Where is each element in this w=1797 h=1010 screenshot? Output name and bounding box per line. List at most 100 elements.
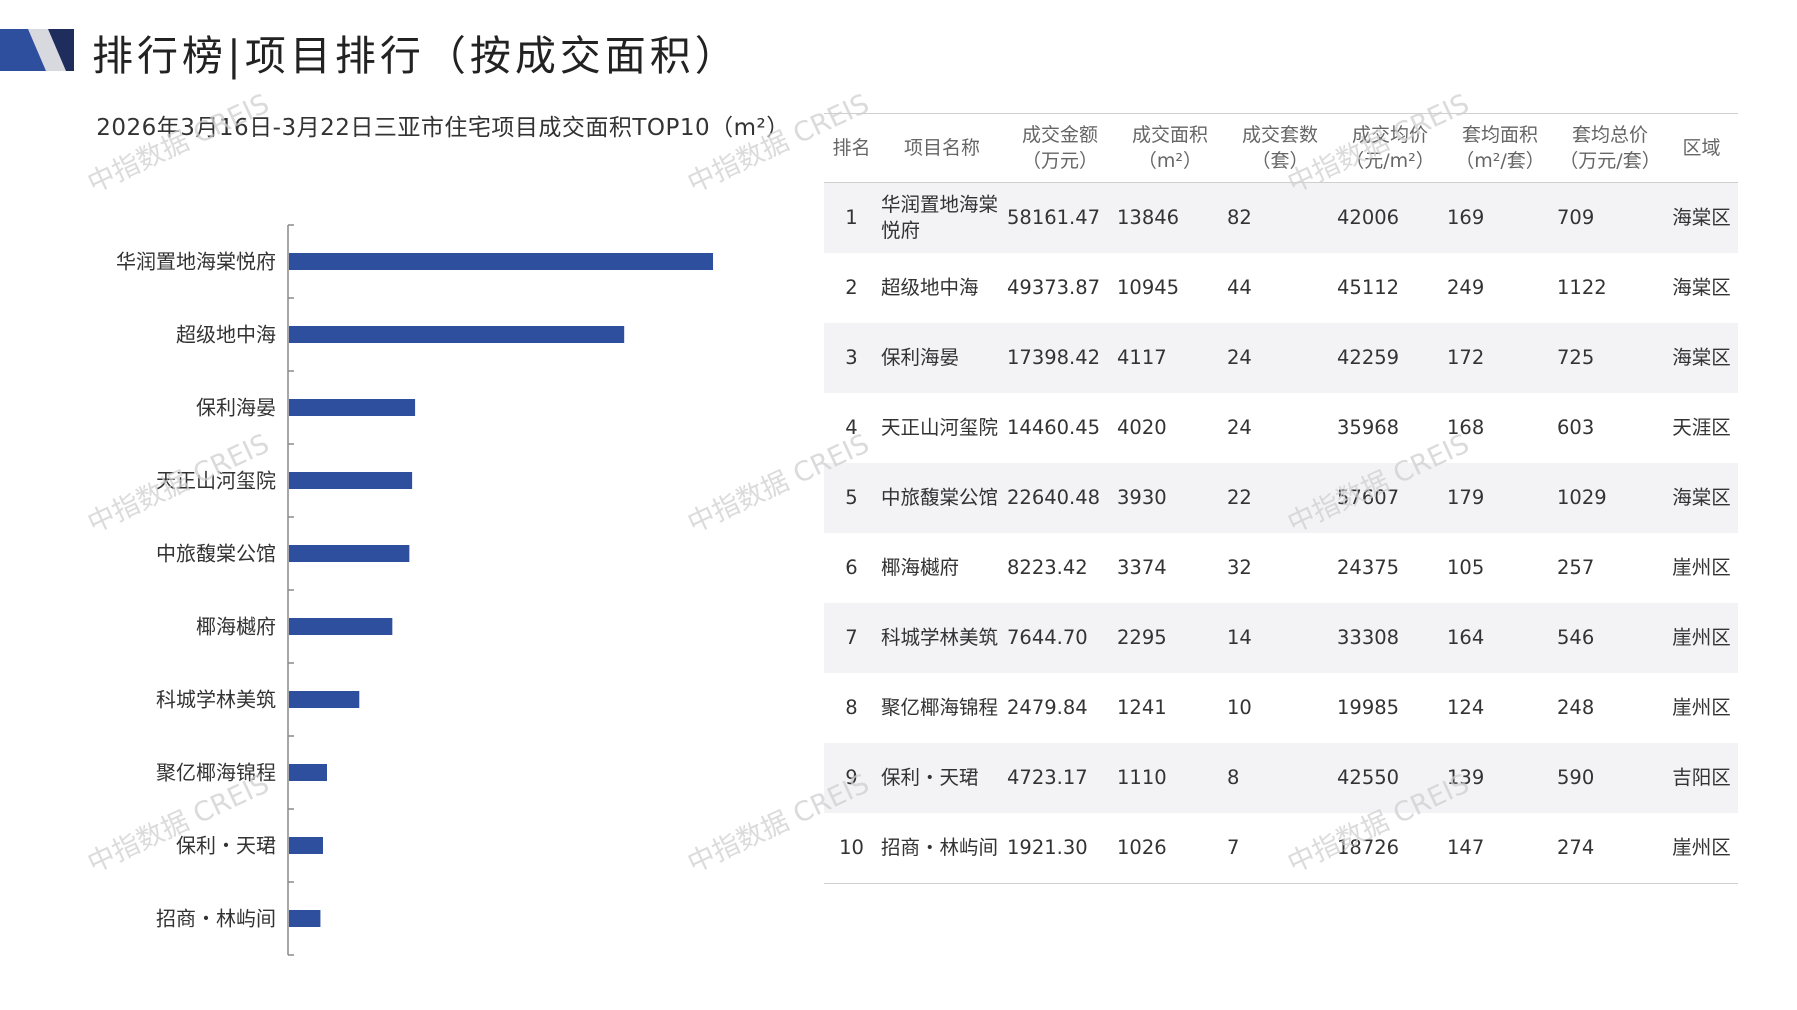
rank-cell: 5 bbox=[824, 463, 879, 533]
rank-cell: 8 bbox=[845, 696, 858, 719]
amount-cell: 49373.87 bbox=[1007, 276, 1101, 299]
area-cell: 1110 bbox=[1115, 743, 1225, 813]
area-cell: 13846 bbox=[1115, 182, 1225, 253]
amount-cell: 1921.30 bbox=[1005, 813, 1115, 884]
column-header-label: 成交金额 bbox=[1021, 124, 1098, 146]
avg-total-cell: 274 bbox=[1555, 813, 1665, 884]
column-header-label: 排名 bbox=[832, 137, 871, 159]
bar bbox=[289, 837, 323, 854]
units-cell: 22 bbox=[1225, 463, 1335, 533]
district-cell: 海棠区 bbox=[1665, 323, 1738, 393]
units-cell: 44 bbox=[1227, 276, 1252, 299]
column-header-label: 套均面积 bbox=[1461, 124, 1538, 146]
area-cell: 10945 bbox=[1117, 276, 1180, 299]
column-header: 区域 bbox=[1665, 113, 1738, 183]
units-cell: 10 bbox=[1227, 696, 1252, 719]
bar bbox=[289, 618, 393, 635]
avg-price-cell: 42006 bbox=[1335, 182, 1445, 253]
column-header-label: 套均总价 bbox=[1571, 124, 1648, 146]
project-name-cell: 保利・天珺 bbox=[879, 743, 1005, 813]
table-row: 9 保利・天珺 4723.17 1110 8 42550 139 590 吉阳区 bbox=[824, 743, 1738, 813]
column-header-unit: （套） bbox=[1251, 150, 1309, 172]
amount-cell: 17398.42 bbox=[1005, 323, 1115, 393]
avg-price-cell: 35968 bbox=[1337, 416, 1400, 439]
avg-total-cell: 1122 bbox=[1557, 276, 1607, 299]
column-header: 成交面积 （m²） bbox=[1115, 113, 1225, 183]
bar bbox=[289, 399, 416, 416]
units-cell: 24 bbox=[1225, 323, 1335, 393]
category-label: 中旅馥棠公馆 bbox=[156, 542, 276, 566]
amount-cell: 2479.84 bbox=[1007, 696, 1088, 719]
units-cell: 32 bbox=[1227, 556, 1252, 579]
ranking-table-container: 排名 项目名称 成交金额 （万元） 成交面积 （m²） 成交套数 （套） 成交均价 （元/m²） 套… bbox=[824, 113, 1738, 884]
column-header: 套均总价 （万元/套） bbox=[1555, 113, 1665, 183]
bar bbox=[289, 253, 714, 270]
table-row: 8 聚亿椰海锦程 2479.84 1241 10 19985 124 248 崖州区 bbox=[824, 673, 1738, 743]
avg-area-cell: 169 bbox=[1445, 182, 1555, 253]
project-name-cell: 保利海晏 bbox=[879, 323, 1005, 393]
rank-cell: 2 bbox=[845, 276, 858, 299]
table-body: 1 华润置地海棠悦府 58161.47 13846 82 42006 169 709 海棠区 2 超… bbox=[824, 182, 1738, 884]
avg-area-cell: 105 bbox=[1447, 556, 1485, 579]
column-header: 项目名称 bbox=[879, 113, 1005, 183]
table-header: 排名 项目名称 成交金额 （万元） 成交面积 （m²） 成交套数 （套） 成交均价 （元/m²） 套… bbox=[824, 113, 1738, 183]
column-header: 套均面积 （m²/套） bbox=[1445, 113, 1555, 183]
project-name-cell: 招商・林屿间 bbox=[879, 813, 1005, 884]
avg-price-cell: 57607 bbox=[1335, 463, 1445, 533]
category-label: 天正山河玺院 bbox=[156, 469, 276, 493]
table-row: 3 保利海晏 17398.42 4117 24 42259 172 725 海棠区 bbox=[824, 323, 1738, 393]
rank-cell: 9 bbox=[824, 743, 879, 813]
table-row: 6 椰海樾府 8223.42 3374 32 24375 105 257 崖州区 bbox=[824, 533, 1738, 603]
units-cell: 14 bbox=[1225, 603, 1335, 673]
category-label: 科城学林美筑 bbox=[156, 688, 276, 712]
rank-cell: 10 bbox=[824, 813, 879, 884]
rank-cell: 3 bbox=[824, 323, 879, 393]
rank-cell: 6 bbox=[845, 556, 858, 579]
category-label: 华润置地海棠悦府 bbox=[116, 250, 276, 274]
bar bbox=[289, 910, 321, 927]
column-header-unit: （万元） bbox=[1021, 150, 1098, 172]
avg-price-cell: 45112 bbox=[1337, 276, 1400, 299]
category-label: 超级地中海 bbox=[176, 323, 276, 347]
bar bbox=[289, 472, 413, 489]
column-header-unit: （元/m²） bbox=[1345, 150, 1435, 172]
category-label: 保利・天珺 bbox=[176, 834, 276, 858]
area-cell: 4117 bbox=[1115, 323, 1225, 393]
rank-cell: 1 bbox=[824, 182, 879, 253]
district-cell: 崖州区 bbox=[1672, 696, 1731, 719]
avg-area-cell: 139 bbox=[1445, 743, 1555, 813]
district-cell: 海棠区 bbox=[1672, 276, 1731, 299]
avg-total-cell: 1029 bbox=[1555, 463, 1665, 533]
column-header-unit: （万元/套） bbox=[1559, 150, 1661, 172]
amount-cell: 14460.45 bbox=[1007, 416, 1101, 439]
column-header: 成交金额 （万元） bbox=[1005, 113, 1115, 183]
category-label: 招商・林屿间 bbox=[156, 907, 276, 931]
units-cell: 82 bbox=[1225, 182, 1335, 253]
area-cell: 3930 bbox=[1115, 463, 1225, 533]
ranking-table: 排名 项目名称 成交金额 （万元） 成交面积 （m²） 成交套数 （套） 成交均价 （元/m²） 套… bbox=[824, 113, 1738, 884]
units-cell: 8 bbox=[1225, 743, 1335, 813]
table-row: 1 华润置地海棠悦府 58161.47 13846 82 42006 169 709 海棠区 bbox=[824, 182, 1738, 253]
district-cell: 崖州区 bbox=[1665, 813, 1738, 884]
project-name-cell: 聚亿椰海锦程 bbox=[881, 696, 999, 719]
amount-cell: 7644.70 bbox=[1005, 603, 1115, 673]
avg-total-cell: 725 bbox=[1555, 323, 1665, 393]
units-cell: 7 bbox=[1225, 813, 1335, 884]
avg-price-cell: 19985 bbox=[1337, 696, 1400, 719]
amount-cell: 8223.42 bbox=[1007, 556, 1088, 579]
page-title: 排行榜|项目排行（按成交面积） bbox=[92, 32, 740, 80]
category-label: 聚亿椰海锦程 bbox=[156, 761, 276, 785]
avg-area-cell: 168 bbox=[1447, 416, 1485, 439]
bar bbox=[289, 764, 328, 781]
project-name-cell: 中旅馥棠公馆 bbox=[879, 463, 1005, 533]
avg-total-cell: 257 bbox=[1557, 556, 1595, 579]
table-row: 2 超级地中海 49373.87 10945 44 45112 249 1122 海棠区 bbox=[824, 253, 1738, 323]
column-header-label: 成交面积 bbox=[1131, 124, 1208, 146]
bar bbox=[289, 691, 360, 708]
avg-area-cell: 249 bbox=[1447, 276, 1485, 299]
table-row: 5 中旅馥棠公馆 22640.48 3930 22 57607 179 1029 海棠区 bbox=[824, 463, 1738, 533]
table-row: 10 招商・林屿间 1921.30 1026 7 18726 147 274 崖州区 bbox=[824, 813, 1738, 884]
avg-total-cell: 546 bbox=[1555, 603, 1665, 673]
column-header-unit: （m²/套） bbox=[1455, 150, 1545, 172]
avg-price-cell: 18726 bbox=[1335, 813, 1445, 884]
